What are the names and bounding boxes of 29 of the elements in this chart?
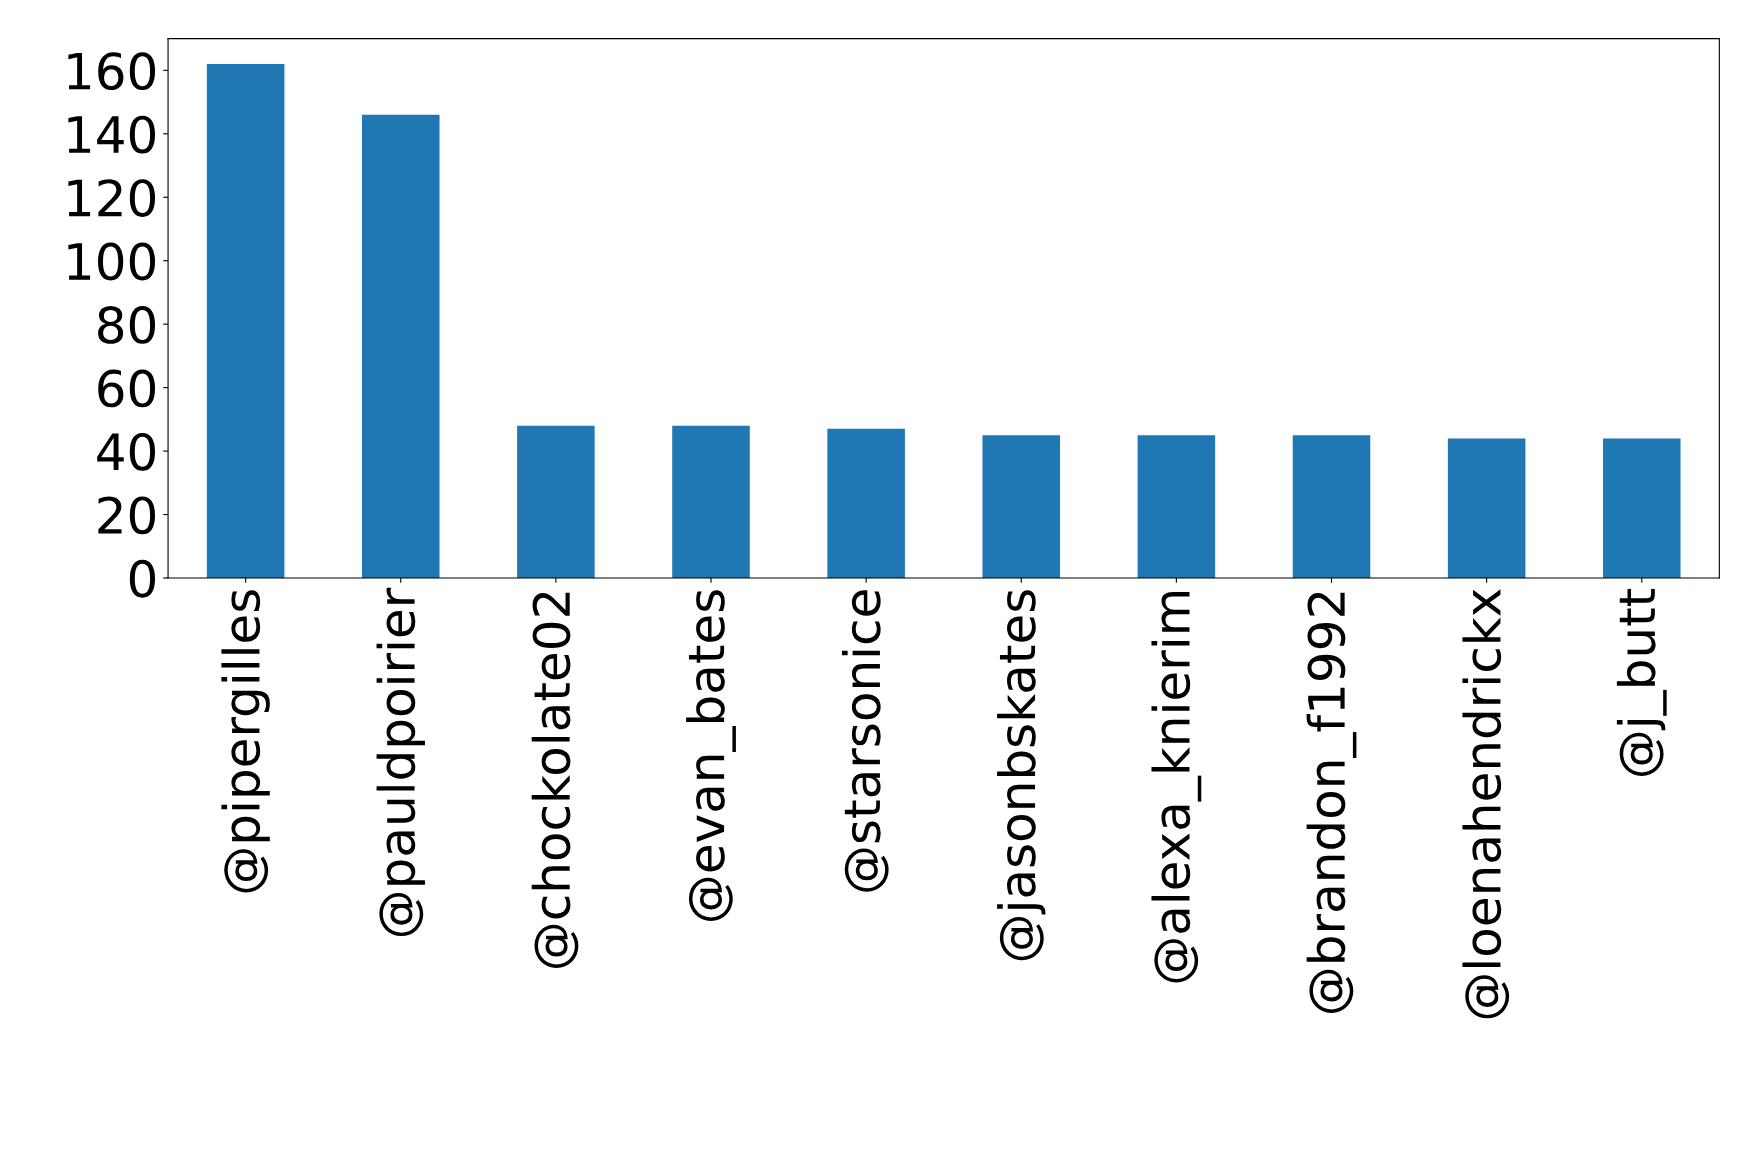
y-tick-label: 120 [68,179,156,217]
bar [672,425,750,578]
y-tick-label: 80 [98,306,156,344]
y-tick-label: 0 [129,559,156,598]
y-tick-label: 20 [98,496,156,535]
x-tick-label: @alexa_knierim [1151,591,1202,983]
bar [361,114,440,578]
bar [206,63,285,578]
bar [1447,438,1526,578]
x-tick-label: @brandon_f1992 [1306,592,1357,1013]
x-tick-label: @jasonbskates [997,590,1046,961]
x-tick-label: @chockolate02 [531,592,579,968]
bar [1137,435,1216,578]
y-tick-label: 160 [68,52,156,91]
x-tick-label: @loenahendrickx [1462,589,1510,1019]
y-tick-label: 100 [68,242,156,281]
bar [827,428,905,578]
x-tick-label: @pauldpoirier [376,587,425,937]
y-tick-label: 60 [98,369,156,408]
bar [517,425,595,578]
y-tick-label: 140 [68,115,156,154]
x-tick-label: @j_butt [1616,588,1667,776]
x-tick-label: @starsonice [841,590,889,892]
bar [1292,435,1371,578]
bar [1602,438,1681,578]
bar [982,435,1061,578]
y-tick-label: 40 [97,432,156,471]
x-tick-label: @evan_bates [686,590,736,921]
x-tick-label: @pipergilles [221,590,270,893]
